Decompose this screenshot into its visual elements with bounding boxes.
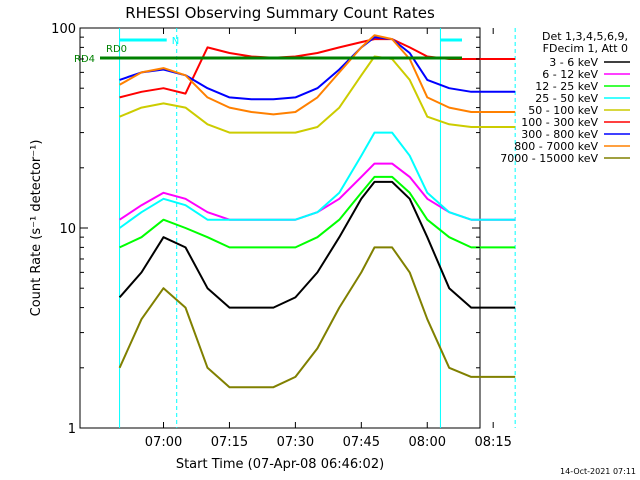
legend-entry-5: 50 - 100 keV xyxy=(528,104,598,117)
series-line-7 xyxy=(119,36,516,101)
y-axis-label: Count Rate (s⁻¹ detector⁻¹) xyxy=(29,140,44,317)
legend-entry-4: 25 - 50 keV xyxy=(535,92,598,105)
y-tick-label: 100 xyxy=(51,22,76,37)
series-line-9 xyxy=(118,246,516,389)
series-line-4 xyxy=(119,131,516,229)
x-tick-label: 08:15 xyxy=(474,435,511,450)
legend-header-line-2: FDecim 1, Att 0 xyxy=(543,42,628,55)
series-line-8 xyxy=(119,34,516,116)
chart-title: RHESSI Observing Summary Count Rates xyxy=(125,4,435,22)
plot-frame xyxy=(79,27,481,429)
plot-area: N RD0 RD4 xyxy=(74,27,516,429)
y-axis: 1 10 100 xyxy=(51,22,480,437)
legend-entry-3: 12 - 25 keV xyxy=(535,80,598,93)
y-tick-label: 1 xyxy=(68,422,76,437)
legend: Det 1,3,4,5,6,9, FDecim 1, Att 0 3 - 6 k… xyxy=(500,30,630,165)
legend-entry-9: 7000 - 15000 keV xyxy=(500,152,598,165)
legend-entry-1: 3 - 6 keV xyxy=(549,56,598,69)
x-tick-label: 07:00 xyxy=(145,435,182,450)
series-line-5 xyxy=(119,55,516,134)
series-line-3 xyxy=(119,175,516,249)
annotation-rd4: RD4 xyxy=(74,54,95,65)
legend-entry-6: 100 - 300 keV xyxy=(521,116,598,129)
y-tick-label: 10 xyxy=(59,222,76,237)
annotation-rd0: RD0 xyxy=(106,44,127,55)
annotation-night: N xyxy=(172,36,179,47)
x-tick-label: 07:30 xyxy=(277,435,314,450)
legend-entry-2: 6 - 12 keV xyxy=(542,68,598,81)
legend-entry-7: 300 - 800 keV xyxy=(521,128,598,141)
x-tick-label: 07:45 xyxy=(343,435,380,450)
x-axis: 07:00 07:15 07:30 07:45 08:00 08:15 xyxy=(145,28,512,450)
x-axis-label: Start Time (07-Apr-08 06:46:02) xyxy=(176,457,384,472)
series-line-1 xyxy=(118,180,516,309)
legend-entry-8: 800 - 7000 keV xyxy=(514,140,598,153)
generation-timestamp: 14-Oct-2021 07:11 xyxy=(560,467,636,476)
legend-header-line-1: Det 1,3,4,5,6,9, xyxy=(542,30,628,43)
x-tick-label: 07:15 xyxy=(211,435,248,450)
x-tick-label: 08:00 xyxy=(409,435,446,450)
